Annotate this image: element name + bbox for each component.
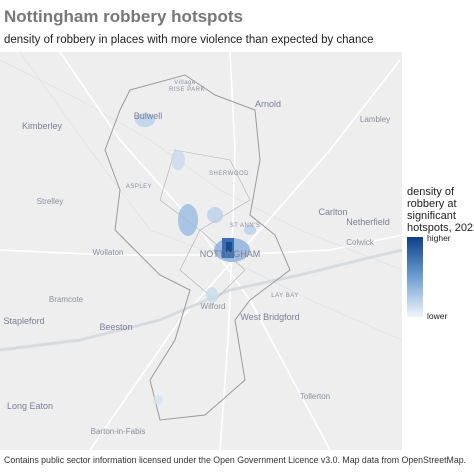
place-label: Netherfield	[346, 217, 390, 227]
legend: density of robbery at significant hotspo…	[407, 186, 474, 321]
legend-title: significant	[407, 210, 456, 222]
place-label: Lambley	[360, 115, 390, 124]
legend-label: lower	[427, 311, 447, 321]
place-label: Stapleford	[3, 316, 44, 326]
hotspot	[207, 207, 223, 223]
road	[89, 59, 401, 451]
place-label: RISE PARK	[169, 87, 205, 93]
legend-title: density of	[407, 186, 455, 198]
subtitle: density of robbery in places with more v…	[4, 34, 374, 46]
place-label: Wollaton	[93, 248, 124, 257]
place-label: Arnold	[255, 99, 281, 109]
city-boundary	[104, 74, 291, 421]
hotspot	[171, 150, 185, 170]
place-label: Bramcote	[49, 295, 84, 304]
hotspot	[135, 113, 155, 127]
hotspot	[244, 225, 256, 235]
title: Nottingham robbery hotspots	[4, 7, 243, 26]
place-label: Carlton	[318, 207, 347, 217]
legend-title: robbery at	[407, 198, 457, 210]
place-label: ST ANN'S	[230, 223, 261, 229]
place-label: Beeston	[99, 322, 132, 332]
place-label: Colwick	[346, 238, 375, 247]
legend-colorbar	[407, 237, 423, 317]
place-label: Tollerton	[300, 392, 330, 401]
place-label: Wilford	[201, 302, 226, 311]
place-label: Kimberley	[22, 121, 63, 131]
place-label: Strelley	[37, 197, 64, 206]
place-label: NOTTINGHAM	[200, 249, 261, 259]
hotspots	[135, 113, 256, 405]
legend-label: higher	[427, 233, 451, 243]
road	[0, 59, 403, 271]
legend-title: hotspots, 2022	[407, 222, 474, 234]
place-label: West Bridgford	[240, 312, 299, 322]
hotspot	[178, 204, 198, 236]
place-label: Long Eaton	[7, 401, 53, 411]
place-label: LAY BAY	[271, 293, 299, 299]
place-label: ASPLEY	[126, 184, 152, 190]
road	[19, 51, 403, 341]
hotspot-core	[226, 242, 232, 252]
caption: Contains public sector information licen…	[4, 455, 466, 465]
map: Village RISE PARK Arnold Kimberley Bulwe…	[0, 51, 403, 451]
hotspot	[153, 395, 163, 405]
place-label: Barton-in-Fabis	[91, 427, 146, 436]
river	[0, 248, 403, 352]
hotspot	[206, 287, 218, 303]
place-label: Bulwell	[134, 111, 163, 121]
place-label: Village	[174, 80, 196, 86]
place-label: SHERWOOD	[209, 171, 249, 177]
